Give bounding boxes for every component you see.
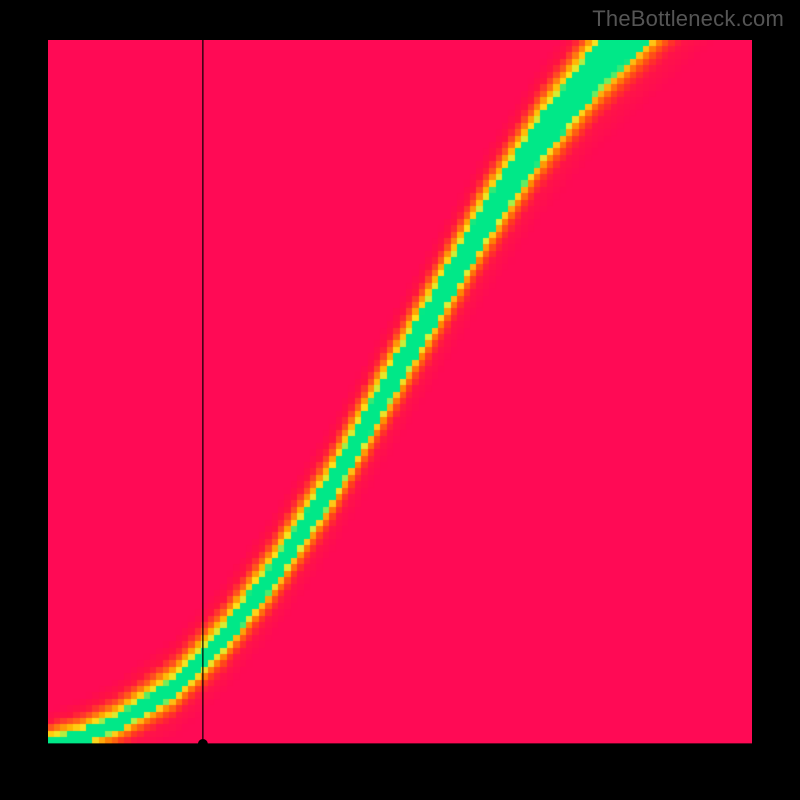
plot-area <box>48 40 752 744</box>
watermark-text: TheBottleneck.com <box>592 6 784 32</box>
figure-container: TheBottleneck.com <box>0 0 800 800</box>
bottleneck-heatmap <box>48 40 752 744</box>
